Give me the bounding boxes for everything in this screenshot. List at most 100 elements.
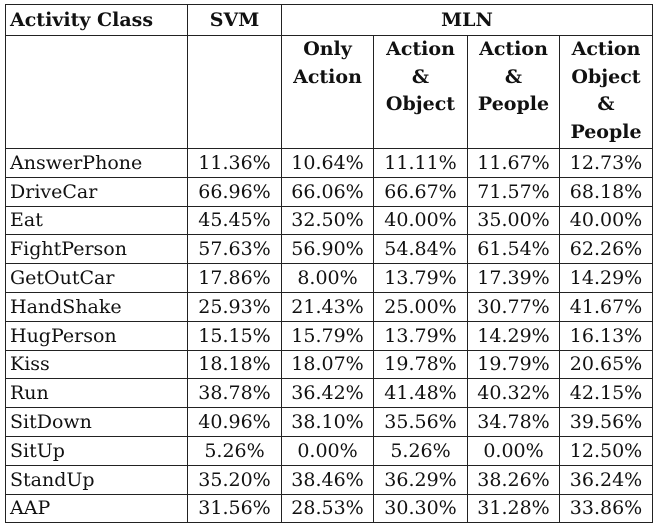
mln-subheader: Action Object & People (558, 35, 654, 149)
activity-name-cell: GetOutCar (5, 263, 188, 293)
mln-subheader-line: Action (293, 65, 362, 88)
value-cell: 36.29% (373, 464, 468, 495)
value-cell: 15.15% (187, 320, 282, 351)
table-row: AAP 31.56% 28.53% 30.30% 31.28% 33.86% (5, 493, 654, 523)
value-cell: 17.86% (187, 263, 282, 293)
value-cell: 66.67% (373, 176, 468, 207)
activity-name-cell: AnswerPhone (5, 148, 188, 178)
value-cell: 36.24% (558, 464, 654, 495)
value-cell: 5.26% (373, 435, 468, 466)
activity-name-cell: Run (5, 378, 188, 409)
value-cell: 25.00% (373, 291, 468, 322)
mln-subheader: Action & People (467, 35, 560, 149)
activity-name-cell: AAP (5, 493, 188, 523)
table-row: GetOutCar 17.86% 8.00% 13.79% 17.39% 14.29% (5, 263, 654, 293)
value-cell: 62.26% (558, 234, 654, 265)
value-cell: 11.36% (187, 148, 282, 178)
subheader-blank-cell (5, 35, 188, 149)
mln-subheader-line: & (504, 65, 523, 88)
table-row: StandUp 35.20% 38.46% 36.29% 38.26% 36.24% (5, 464, 654, 495)
value-cell: 14.29% (467, 320, 560, 351)
svm-header: SVM (187, 4, 282, 36)
value-cell: 31.56% (187, 493, 282, 523)
value-cell: 41.48% (373, 378, 468, 409)
value-cell: 40.96% (187, 407, 282, 437)
subheader-blank-cell (187, 35, 282, 149)
value-cell: 20.65% (558, 349, 654, 380)
value-cell: 17.39% (467, 263, 560, 293)
value-cell: 35.00% (467, 205, 560, 236)
mln-subheader-line: Only (303, 38, 352, 60)
table-row: SitDown 40.96% 38.10% 35.56% 34.78% 39.56% (5, 407, 654, 437)
mln-subheader-line: People (477, 93, 550, 115)
value-cell: 68.18% (558, 176, 654, 207)
activity-name-cell: DriveCar (5, 176, 188, 207)
value-cell: 18.18% (187, 349, 282, 380)
value-cell: 34.78% (467, 407, 560, 437)
mln-header: MLN (280, 4, 654, 36)
value-cell: 35.20% (187, 464, 282, 495)
value-cell: 0.00% (281, 435, 374, 466)
table-row: Kiss 18.18% 18.07% 19.78% 19.79% 20.65% (5, 349, 654, 380)
value-cell: 38.26% (467, 464, 560, 495)
subheader-row: Only Action Action & Object Action & People Acti… (5, 35, 654, 149)
results-table: Activity Class SVM MLN Only Action Action &… (5, 4, 654, 523)
value-cell: 38.46% (281, 464, 374, 495)
value-cell: 66.06% (281, 176, 374, 207)
value-cell: 39.56% (558, 407, 654, 437)
value-cell: 30.30% (373, 493, 468, 523)
value-cell: 54.84% (373, 234, 468, 265)
value-cell: 38.78% (187, 378, 282, 409)
value-cell: 0.00% (467, 435, 560, 466)
value-cell: 11.67% (467, 148, 560, 178)
value-cell: 19.78% (373, 349, 468, 380)
value-cell: 10.64% (281, 148, 374, 178)
value-cell: 35.56% (373, 407, 468, 437)
mln-subheader-line: Object (385, 93, 456, 115)
activity-name-cell: Eat (5, 205, 188, 236)
value-cell: 41.67% (558, 291, 654, 322)
mln-subheader: Only Action (281, 35, 374, 149)
value-cell: 12.73% (558, 148, 654, 178)
value-cell: 57.63% (187, 234, 282, 265)
value-cell: 19.79% (467, 349, 560, 380)
value-cell: 36.42% (281, 378, 374, 409)
table-row: FightPerson 57.63% 56.90% 54.84% 61.54% 62.26… (5, 234, 654, 265)
value-cell: 40.00% (558, 205, 654, 236)
value-cell: 14.29% (558, 263, 654, 293)
value-cell: 30.77% (467, 291, 560, 322)
value-cell: 16.13% (558, 320, 654, 351)
value-cell: 38.10% (281, 407, 374, 437)
value-cell: 8.00% (281, 263, 374, 293)
table-row: HandShake 25.93% 21.43% 25.00% 30.77% 41.67% (5, 291, 654, 322)
value-cell: 28.53% (281, 493, 374, 523)
mln-subheader-line: & (411, 65, 430, 88)
value-cell: 13.79% (373, 263, 468, 293)
mln-subheader-line: Action (571, 38, 641, 60)
table-row: Eat 45.45% 32.50% 40.00% 35.00% 40.00% (5, 205, 654, 236)
value-cell: 13.79% (373, 320, 468, 351)
activity-name-cell: FightPerson (5, 234, 188, 265)
table-row: AnswerPhone 11.36% 10.64% 11.11% 11.67% 12.73… (5, 148, 654, 178)
mln-subheader-line: Action (386, 38, 455, 60)
header-row: Activity Class SVM MLN (5, 4, 654, 36)
mln-subheader-line: & (597, 93, 615, 115)
value-cell: 21.43% (281, 291, 374, 322)
mln-subheader-line: Object (571, 65, 641, 88)
value-cell: 61.54% (467, 234, 560, 265)
value-cell: 31.28% (467, 493, 560, 523)
activity-name-cell: SitDown (5, 407, 188, 437)
value-cell: 33.86% (558, 493, 654, 523)
value-cell: 56.90% (281, 234, 374, 265)
value-cell: 11.11% (373, 148, 468, 178)
value-cell: 32.50% (281, 205, 374, 236)
activity-name-cell: StandUp (5, 464, 188, 495)
table-row: Run 38.78% 36.42% 41.48% 40.32% 42.15% (5, 378, 654, 409)
results-table-container: Activity Class SVM MLN Only Action Action &… (5, 4, 654, 523)
activity-name-cell: Kiss (5, 349, 188, 380)
value-cell: 42.15% (558, 378, 654, 409)
value-cell: 45.45% (187, 205, 282, 236)
activity-class-header: Activity Class (5, 4, 188, 36)
value-cell: 18.07% (281, 349, 374, 380)
activity-name-cell: HandShake (5, 291, 188, 322)
